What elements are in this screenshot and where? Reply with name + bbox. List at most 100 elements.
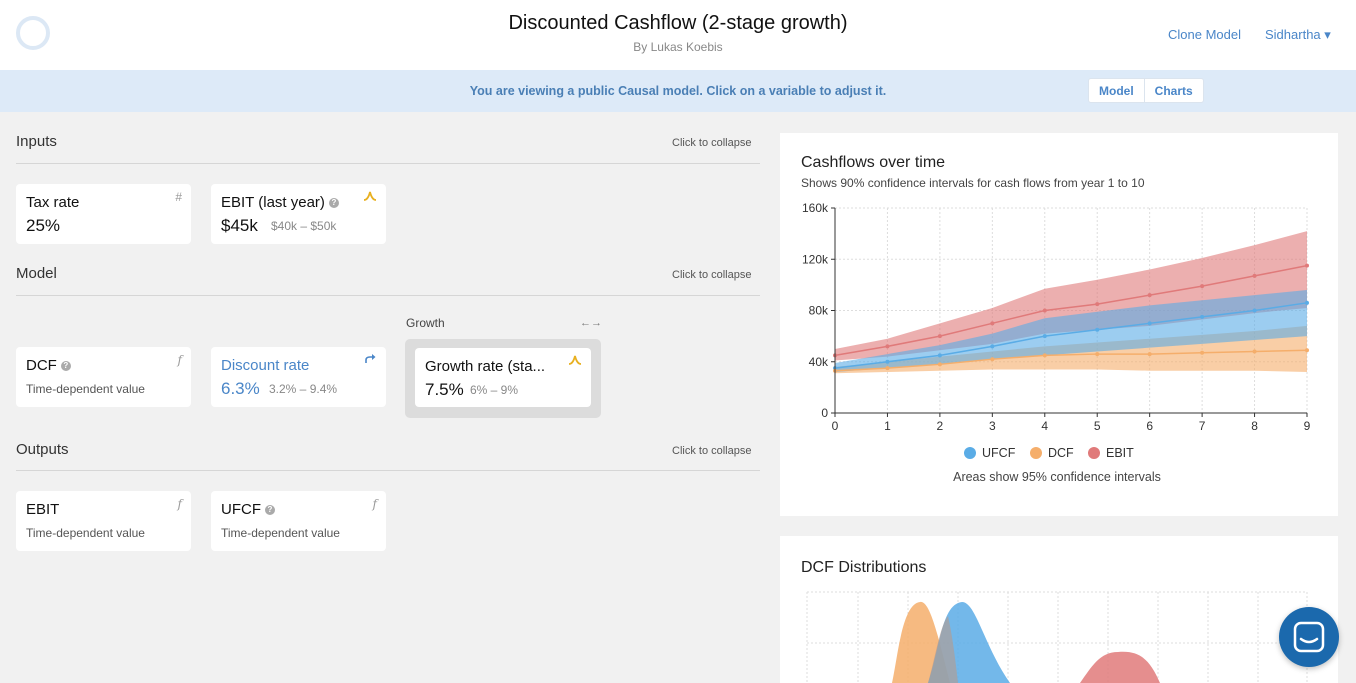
clone-model-button[interactable]: Clone Model <box>1168 27 1241 42</box>
legend-label: EBIT <box>1106 446 1134 460</box>
tax-rate-label: Tax rate <box>26 194 80 211</box>
ufcf-confidence-area <box>835 290 1307 372</box>
ufcf-point <box>1305 300 1309 305</box>
discount-rate-range: 3.2% – 9.4% <box>269 382 338 396</box>
tax-rate-value: 25% <box>26 216 61 235</box>
view-toggle: Model Charts <box>1088 78 1204 103</box>
x-tick-label: 8 <box>1251 419 1258 433</box>
distribution-icon <box>568 354 582 368</box>
app-header: Discounted Cashflow (2-stage growth) By … <box>0 0 1356 70</box>
chart-title: DCF Distributions <box>801 559 927 576</box>
ufcf-label: UFCF <box>221 501 261 518</box>
divider <box>16 470 760 471</box>
ebit-label: EBIT <box>26 501 60 518</box>
cashflows-chart[interactable]: 0 40k 80k 120k 160k 0 1 2 3 4 5 6 7 8 9 UFCF DCF EBIT <box>780 133 1338 516</box>
tab-charts[interactable]: Charts <box>1143 79 1203 102</box>
ufcf-point <box>1252 308 1257 313</box>
x-tick-label: 6 <box>1146 419 1153 433</box>
divider <box>16 163 760 164</box>
chart-title: Cashflows over time <box>801 154 946 171</box>
x-tick-label: 3 <box>989 419 996 433</box>
model-collapse-button[interactable]: Click to collapse <box>672 269 752 281</box>
banner-text: You are viewing a public Causal model. C… <box>469 84 887 98</box>
ebit-point <box>1200 284 1205 289</box>
ebit-last-year-range: $40k – $50k <box>271 219 337 233</box>
y-tick-label: 40k <box>809 355 829 369</box>
page-title: Discounted Cashflow (2-stage growth) <box>508 12 848 34</box>
x-tick-label: 5 <box>1094 419 1101 433</box>
ebit-line <box>834 264 1308 357</box>
ufcf-point <box>1095 327 1100 332</box>
ebit-point <box>885 344 890 349</box>
x-tick-label: 7 <box>1199 419 1206 433</box>
dcf-point <box>1305 348 1309 353</box>
ufcf-card[interactable]: UFCF? Time-dependent value f <box>211 491 386 551</box>
number-icon: # <box>175 190 182 204</box>
chat-icon <box>1293 621 1325 653</box>
function-icon: f <box>177 497 182 511</box>
chart-note: Areas show 95% confidence intervals <box>953 470 1161 484</box>
dcf-label: DCF <box>26 357 57 374</box>
ebit-last-year-value: $45k <box>221 216 258 235</box>
y-tick-label: 0 <box>821 406 828 420</box>
legend-swatch <box>1088 447 1100 459</box>
dcf-point <box>1252 349 1257 354</box>
y-tick-label: 120k <box>802 252 829 266</box>
x-tick-label: 2 <box>937 419 944 433</box>
dcf-distribution-chart[interactable] <box>780 536 1338 683</box>
tab-model[interactable]: Model <box>1099 84 1134 98</box>
help-icon[interactable]: ? <box>328 198 339 209</box>
ebit-point <box>937 334 942 339</box>
user-menu[interactable]: Sidhartha ▾ <box>1265 27 1331 42</box>
ufcf-point <box>1042 334 1047 339</box>
chat-button[interactable] <box>1279 607 1339 667</box>
outputs-collapse-button[interactable]: Click to collapse <box>672 445 752 457</box>
growth-group-label: Growth <box>406 316 445 330</box>
legend-label: UFCF <box>982 446 1016 460</box>
growth-rate-card[interactable]: Growth rate (sta... 7.5% 6% – 9% <box>415 348 591 407</box>
ufcf-line <box>834 302 1308 369</box>
dcf-point <box>990 357 995 362</box>
growth-rate-value: 7.5% <box>425 380 464 399</box>
discount-rate-card[interactable]: Discount rate 6.3% 3.2% – 9.4% <box>211 347 386 407</box>
x-tick-label: 4 <box>1041 419 1048 433</box>
ebit-last-year-label: EBIT (last year) <box>221 194 325 211</box>
distribution-icon <box>363 190 377 204</box>
growth-rate-label: Growth rate (sta... <box>425 358 546 375</box>
ufcf-point <box>990 344 995 349</box>
cashflows-chart-panel: Cashflows over time Shows 90% confidence… <box>780 133 1338 516</box>
inputs-collapse-button[interactable]: Click to collapse <box>672 137 752 149</box>
function-icon: f <box>372 497 377 511</box>
ebit-point <box>990 321 995 326</box>
legend-swatch <box>964 447 976 459</box>
dcf-point <box>1095 352 1100 357</box>
ebit-point <box>1042 308 1047 313</box>
ebit-point <box>1252 273 1257 278</box>
dcf-density-overlap <box>928 616 958 683</box>
growth-rate-range: 6% – 9% <box>470 383 519 397</box>
x-tick-label: 0 <box>832 419 839 433</box>
function-icon: f <box>177 353 182 367</box>
dcf-card[interactable]: DCF? Time-dependent value f <box>16 347 191 407</box>
ufcf-point <box>1147 321 1152 326</box>
ufcf-point <box>1200 314 1205 319</box>
expand-arrows-icon[interactable]: ←→ <box>580 317 602 329</box>
chart-subtitle: Shows 90% confidence intervals for cash … <box>801 176 1145 190</box>
dcf-distributions-panel: DCF Distributions <box>780 536 1338 683</box>
dcf-density-red <box>1080 651 1160 683</box>
dcf-type: Time-dependent value <box>26 382 145 396</box>
share-arrow-icon <box>364 353 377 367</box>
help-icon[interactable]: ? <box>265 505 275 516</box>
x-tick-label: 9 <box>1304 419 1311 433</box>
tax-rate-card[interactable]: Tax rate 25% # <box>16 184 191 244</box>
ebit-last-year-card[interactable]: EBIT (last year)? $45k $40k – $50k <box>211 184 386 244</box>
dcf-point <box>1042 353 1047 358</box>
outputs-title: Outputs <box>16 441 69 458</box>
dcf-line <box>834 349 1308 372</box>
causal-logo-icon[interactable] <box>16 16 50 50</box>
ebit-point <box>1095 302 1100 307</box>
help-icon[interactable]: ? <box>60 361 71 372</box>
ufcf-point <box>937 353 942 358</box>
ebit-card[interactable]: EBIT Time-dependent value f <box>16 491 191 551</box>
model-title: Model <box>16 265 57 282</box>
